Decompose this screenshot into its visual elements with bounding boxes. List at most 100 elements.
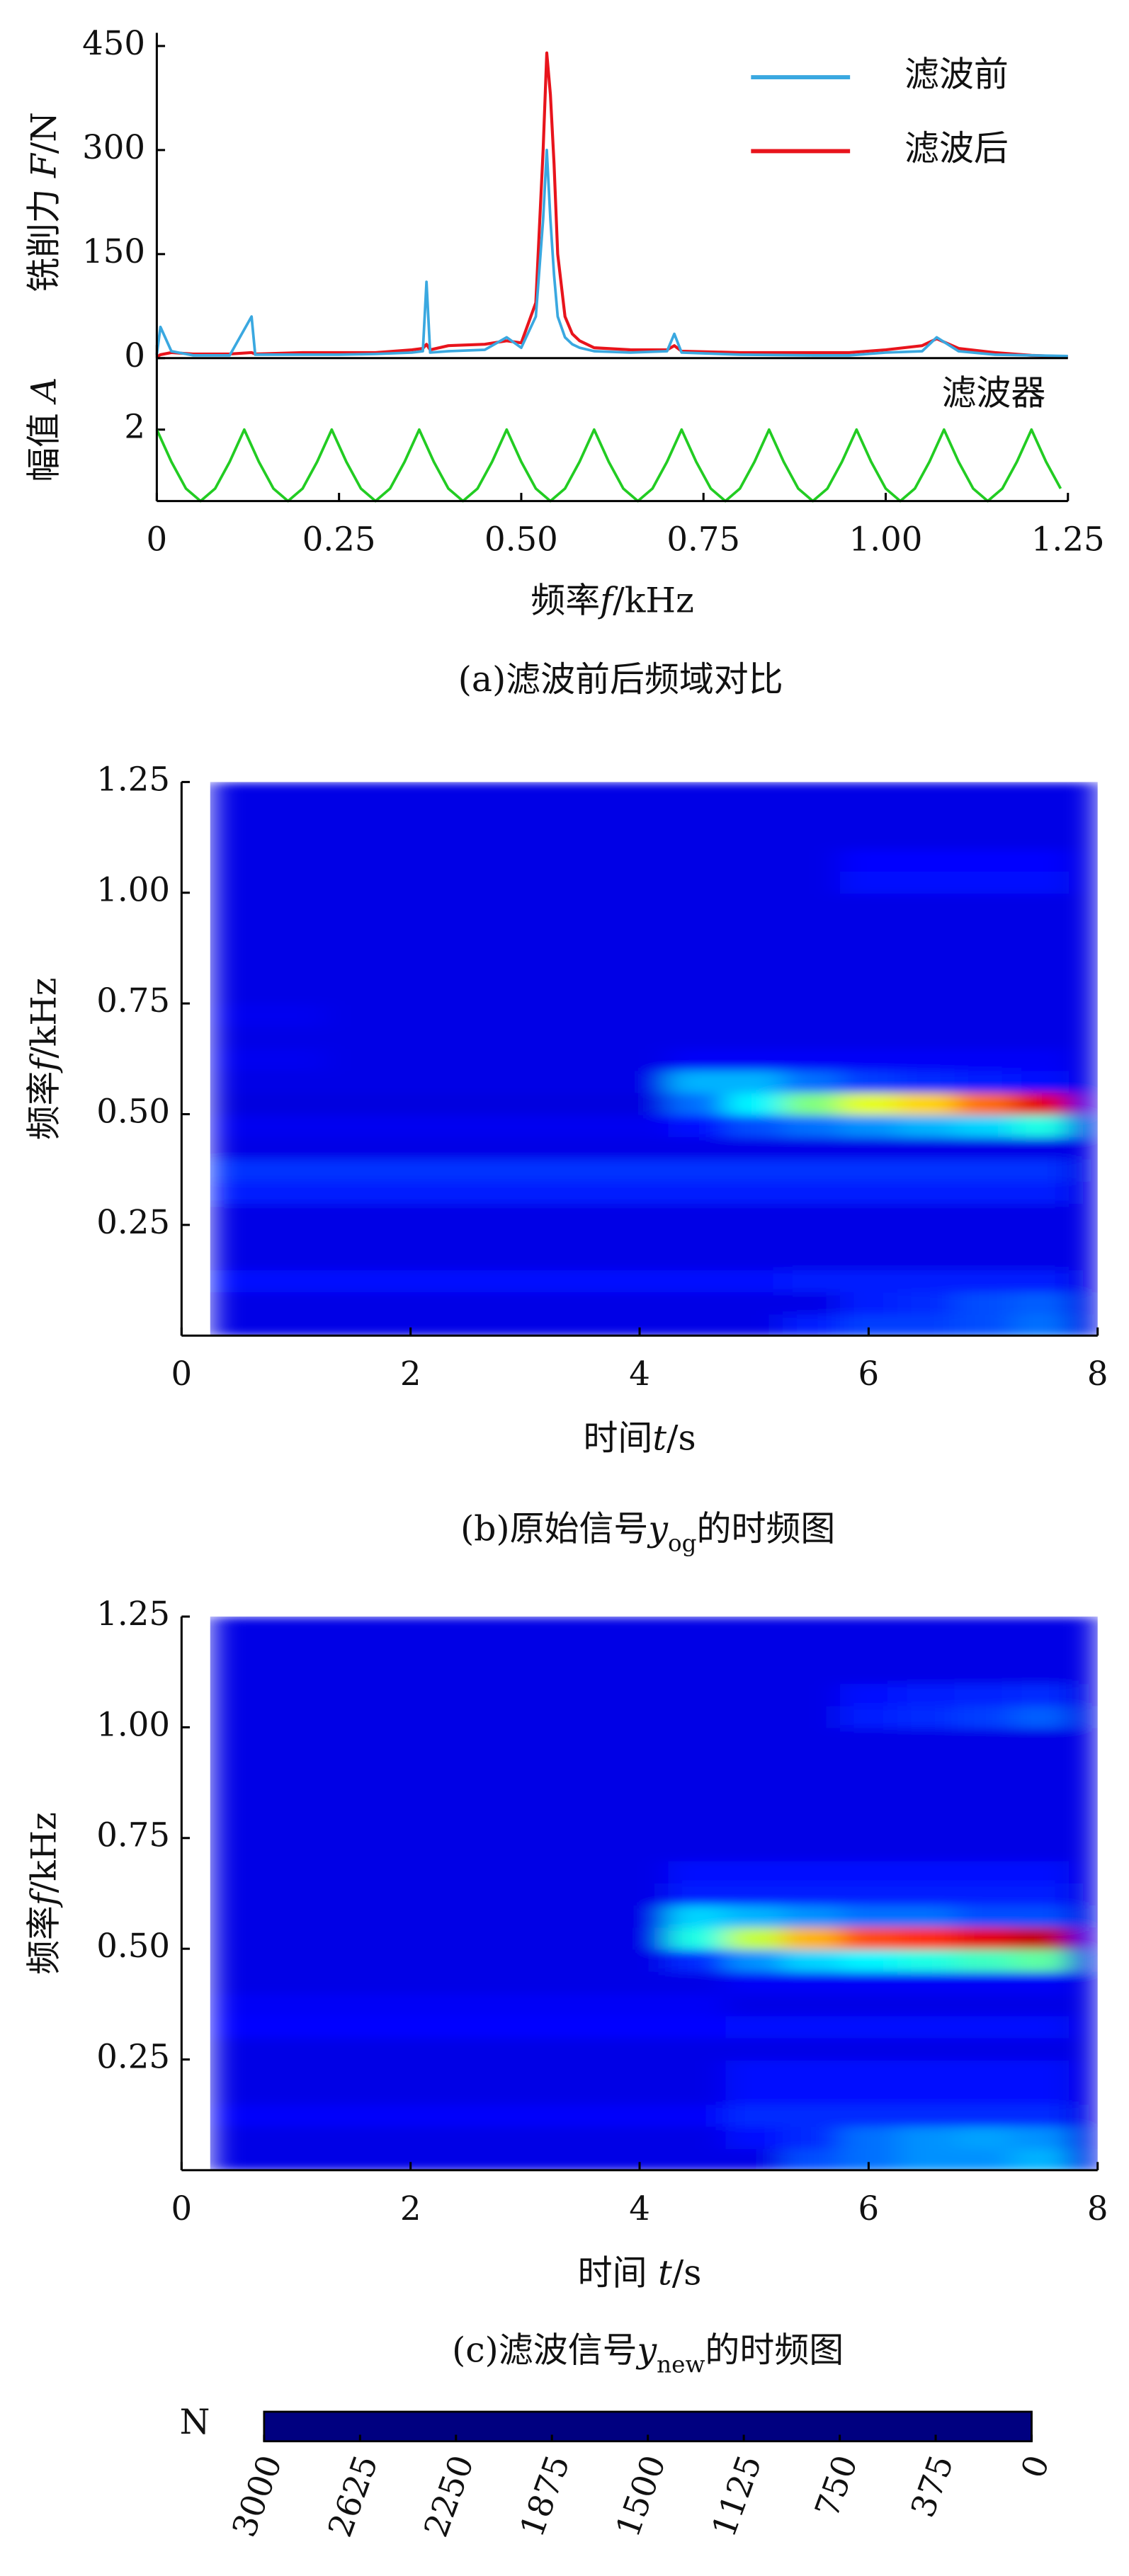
heatmap-cell — [382, 2104, 441, 2127]
heatmap-cell — [1011, 782, 1070, 806]
heatmap-cell — [897, 1660, 956, 1685]
heatmap-cell — [382, 1158, 441, 1182]
heatmap-cell — [783, 1860, 841, 1883]
heatmap-cell — [210, 1705, 268, 1728]
heatmap-cell — [1011, 1993, 1070, 2017]
heatmap-cell — [439, 848, 498, 872]
heatmap-cell — [897, 1224, 956, 1248]
heatmap-cell — [1069, 959, 1098, 983]
heatmap-cell — [897, 1269, 956, 1293]
heatmap-cell — [668, 1136, 727, 1160]
line-chart: 2 0 0.25 0.50 0.75 1.00 1.25 幅值 A 频率f/kHz (a)滤波前后… — [23, 345, 1105, 699]
heatmap-cell — [1011, 2014, 1070, 2039]
heatmap-cell — [1069, 1727, 1098, 1751]
heatmap-cell — [897, 1882, 956, 1906]
heatmap-cell — [725, 1247, 784, 1270]
heatmap-cell — [210, 1291, 268, 1315]
heatmap-cell — [897, 2014, 956, 2039]
heatmap-cell — [496, 2059, 555, 2083]
heatmap-cell — [783, 826, 841, 850]
heatmap-cell — [897, 1025, 956, 1049]
heatmap-cell — [1011, 1617, 1070, 1640]
heatmap-cell — [1011, 915, 1070, 938]
heatmap-cell — [439, 1705, 498, 1728]
heatmap-cell — [439, 1882, 498, 1906]
heatmap-cell — [1011, 959, 1070, 983]
heatmap-cell — [839, 1269, 899, 1293]
x-tick-label: 0.25 — [302, 520, 376, 559]
heatmap-cell — [668, 937, 727, 960]
heatmap-cell — [210, 892, 268, 916]
heatmap-cell — [1069, 1047, 1098, 1071]
heatmap-cell — [210, 848, 268, 872]
heatmap-cell — [439, 1047, 498, 1071]
heatmap-cell — [324, 915, 383, 938]
x-axis-label-part: /s — [666, 1418, 696, 1458]
heatmap-cell — [897, 1639, 956, 1662]
heatmap-cell — [382, 1291, 441, 1315]
heatmap-cell — [783, 1727, 841, 1751]
caption-part: (a)滤波前后频域对比 — [458, 659, 783, 699]
heatmap-cell — [668, 1025, 727, 1049]
heatmap-cell — [267, 2081, 326, 2105]
heatmap-cell — [496, 2126, 555, 2150]
heatmap-cell — [267, 1269, 326, 1293]
heatmap-cell — [324, 1816, 383, 1840]
heatmap-cell — [783, 1993, 841, 2017]
heatmap-cell — [954, 937, 1013, 960]
heatmap-cell — [668, 1949, 727, 1972]
heatmap-cell — [839, 1971, 899, 1995]
heatmap-cell — [439, 981, 498, 1005]
heatmap-cell — [553, 1617, 613, 1640]
heatmap-cell — [496, 1269, 555, 1293]
heatmap-cell — [324, 1158, 383, 1182]
heatmap-cell — [1011, 1705, 1070, 1728]
heatmap-cell — [897, 1971, 956, 1995]
heatmap-cell — [897, 1158, 956, 1182]
heatmap-cell — [783, 1971, 841, 1995]
heatmap-cell — [954, 1025, 1013, 1049]
heatmap-cell — [439, 1136, 498, 1160]
heatmap-cell — [496, 1224, 555, 1248]
heatmap-cell — [1011, 1269, 1070, 1293]
heatmap-cell — [1069, 1136, 1098, 1160]
y-tick-label: 150 — [82, 232, 145, 270]
heatmap-cell — [611, 1837, 669, 1862]
heatmap-cell — [611, 1971, 669, 1995]
heatmap-cell — [439, 1904, 498, 1928]
heatmap-cell — [1069, 1202, 1098, 1226]
heatmap-cell — [1011, 848, 1070, 872]
heatmap-cell — [439, 1269, 498, 1293]
heatmap-cell — [496, 2104, 555, 2127]
heatmap-cell — [267, 1794, 326, 1817]
heatmap-cell — [611, 1003, 669, 1027]
heatmap-cell — [439, 937, 498, 960]
heatmap-cell — [1011, 826, 1070, 850]
heatmap-cell — [553, 1882, 613, 1906]
heatmap-cell — [611, 1047, 669, 1071]
heatmap-cell — [783, 2148, 841, 2170]
heatmap-cell — [496, 1882, 555, 1906]
heatmap-cell — [1069, 1180, 1098, 1204]
heatmap-cell — [668, 1705, 727, 1728]
heatmap-cell — [324, 2104, 383, 2127]
heatmap-cell — [611, 1749, 669, 1773]
heatmap-cell — [611, 937, 669, 960]
heatmap-cell — [324, 1639, 383, 1662]
heatmap-cell — [783, 2037, 841, 2061]
heatmap-cell — [954, 1136, 1013, 1160]
heatmap-cell — [725, 2104, 784, 2127]
heatmap-cell — [954, 1904, 1013, 1928]
heatmap-cell — [324, 1092, 383, 1115]
heatmap-cell — [1069, 1224, 1098, 1248]
heatmap-cell — [382, 1224, 441, 1248]
heatmap-cell — [324, 1993, 383, 2017]
heatmap-cell — [1011, 1158, 1070, 1182]
heatmap-cell — [267, 937, 326, 960]
heatmap-cell — [668, 1816, 727, 1840]
heatmap-cell — [382, 1860, 441, 1883]
heatmap-cell — [439, 2014, 498, 2039]
heatmap-cell — [668, 1682, 727, 1706]
heatmap-cell — [210, 1639, 268, 1662]
heatmap-cell — [267, 1660, 326, 1685]
